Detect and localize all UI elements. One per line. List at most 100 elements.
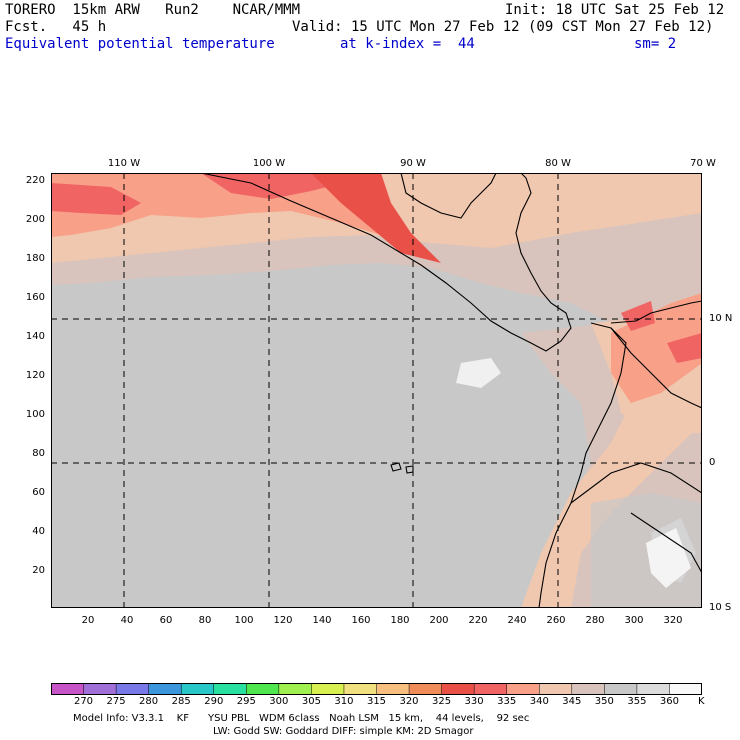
colorbar-label: 355	[627, 696, 647, 707]
colorbar-label: 350	[594, 696, 614, 707]
colorbar-cell	[115, 683, 150, 695]
lon-label-100w: 100 W	[252, 158, 286, 169]
colorbar-cell	[148, 683, 182, 695]
init-time: Init: 18 UTC Sat 25 Feb 12	[505, 2, 725, 18]
field-red-venezuela	[621, 301, 655, 331]
border-peru	[570, 462, 702, 504]
colorbar-cell	[278, 683, 313, 695]
colorbar-cell	[83, 683, 117, 695]
colorbar-cell	[51, 683, 85, 695]
colorbar-cell	[669, 683, 702, 695]
lon-label-80w: 80 W	[545, 158, 571, 169]
colorbar-cell	[473, 683, 508, 695]
x-tick-180: 180	[390, 615, 410, 626]
colorbar-label: 320	[399, 696, 419, 707]
y-tick-20: 20	[32, 565, 45, 576]
colorbar-cell	[376, 683, 410, 695]
x-tick-100: 100	[234, 615, 254, 626]
coast-caribbean	[610, 300, 702, 324]
model-info: Model Info: V3.3.1 KF YSU PBL WDM 6class…	[73, 713, 530, 724]
field-warm-andes	[521, 353, 702, 608]
colorbar-cell	[311, 683, 345, 695]
y-tick-80: 80	[32, 448, 45, 459]
colorbar-label: 290	[204, 696, 224, 707]
x-tick-300: 300	[624, 615, 644, 626]
y-tick-60: 60	[32, 487, 45, 498]
lat-label-10s: 10 S	[709, 602, 732, 613]
colorbar-cell	[506, 683, 541, 695]
field-red-coast	[311, 173, 441, 263]
x-tick-40: 40	[120, 615, 134, 626]
colorbar-label: 305	[301, 696, 321, 707]
x-tick-200: 200	[429, 615, 449, 626]
lon-label-90w: 90 W	[400, 158, 426, 169]
colorbar-label: 300	[269, 696, 289, 707]
physics-info: LW: Godd SW: Goddard DIFF: simple KM: 2D…	[213, 726, 474, 737]
colorbar-label: 285	[171, 696, 191, 707]
lon-label-110w: 110 W	[107, 158, 141, 169]
lon-label-70w: 70 W	[690, 158, 716, 169]
colorbar-cell	[604, 683, 638, 695]
gridlines	[51, 173, 702, 608]
colorbar-cell	[636, 683, 671, 695]
field-red-colombia	[667, 333, 702, 363]
theta-e-map	[51, 173, 702, 608]
model-title: TORERO 15km ARW Run2 NCAR/MMM	[5, 2, 301, 18]
colorbar-cell	[246, 683, 280, 695]
field-white-patch-1	[456, 358, 501, 388]
border-bolivia	[630, 512, 702, 574]
valid-time: Valid: 15 UTC Mon 27 Feb 12 (09 CST Mon …	[292, 19, 714, 35]
x-tick-280: 280	[585, 615, 605, 626]
field-white-patch-3	[646, 528, 691, 588]
coast-mexico-central-america	[200, 173, 572, 352]
field-hot-north	[51, 173, 411, 237]
colorbar-label: 360	[659, 696, 679, 707]
colorbar-label: 315	[366, 696, 387, 707]
colorbar-label: 340	[529, 696, 549, 707]
colorbar-label: 330	[464, 696, 484, 707]
colorbar-label: 325	[432, 696, 452, 707]
x-tick-120: 120	[273, 615, 293, 626]
y-tick-120: 120	[25, 370, 45, 381]
colorbar-label: 275	[106, 696, 126, 707]
field-gray-patch-south	[591, 493, 702, 608]
field-red-north-2	[51, 183, 141, 215]
y-tick-40: 40	[32, 526, 45, 537]
colorbar-cell	[441, 683, 475, 695]
colorbar-cell	[539, 683, 573, 695]
y-tick-160: 160	[25, 292, 45, 303]
x-tick-140: 140	[312, 615, 332, 626]
colorbar	[51, 683, 702, 695]
forecast-hour: Fcst. 45 h	[5, 19, 107, 35]
colorbar-cell	[408, 683, 443, 695]
coast-yucatan	[400, 173, 497, 219]
smoothing: sm= 2	[634, 36, 677, 52]
colorbar-label: 310	[334, 696, 354, 707]
x-tick-220: 220	[468, 615, 488, 626]
colorbar-label: 280	[139, 696, 159, 707]
coastlines	[200, 173, 702, 608]
field-name: Equivalent potential temperature	[5, 36, 275, 52]
x-tick-260: 260	[546, 615, 566, 626]
colorbar-cell	[571, 683, 606, 695]
field-red-north	[51, 173, 351, 199]
map-frame	[51, 173, 702, 608]
colorbar-label: 335	[497, 696, 517, 707]
border-andes	[610, 327, 702, 409]
lat-label-0: 0	[709, 457, 716, 468]
k-index: at k-index = 44	[340, 36, 475, 52]
colorbar-label: 345	[562, 696, 582, 707]
y-tick-140: 140	[25, 331, 45, 342]
x-tick-320: 320	[663, 615, 683, 626]
x-tick-80: 80	[198, 615, 212, 626]
colorbar-unit: K	[698, 696, 705, 707]
colorbar-cell	[343, 683, 378, 695]
y-tick-220: 220	[25, 175, 45, 186]
lat-label-10n: 10 N	[709, 313, 733, 324]
colorbar-cell	[213, 683, 248, 695]
field-hot-andes	[611, 293, 702, 403]
colorbar-label: 270	[73, 696, 94, 707]
y-tick-180: 180	[25, 253, 45, 264]
x-tick-60: 60	[159, 615, 173, 626]
x-tick-20: 20	[81, 615, 95, 626]
